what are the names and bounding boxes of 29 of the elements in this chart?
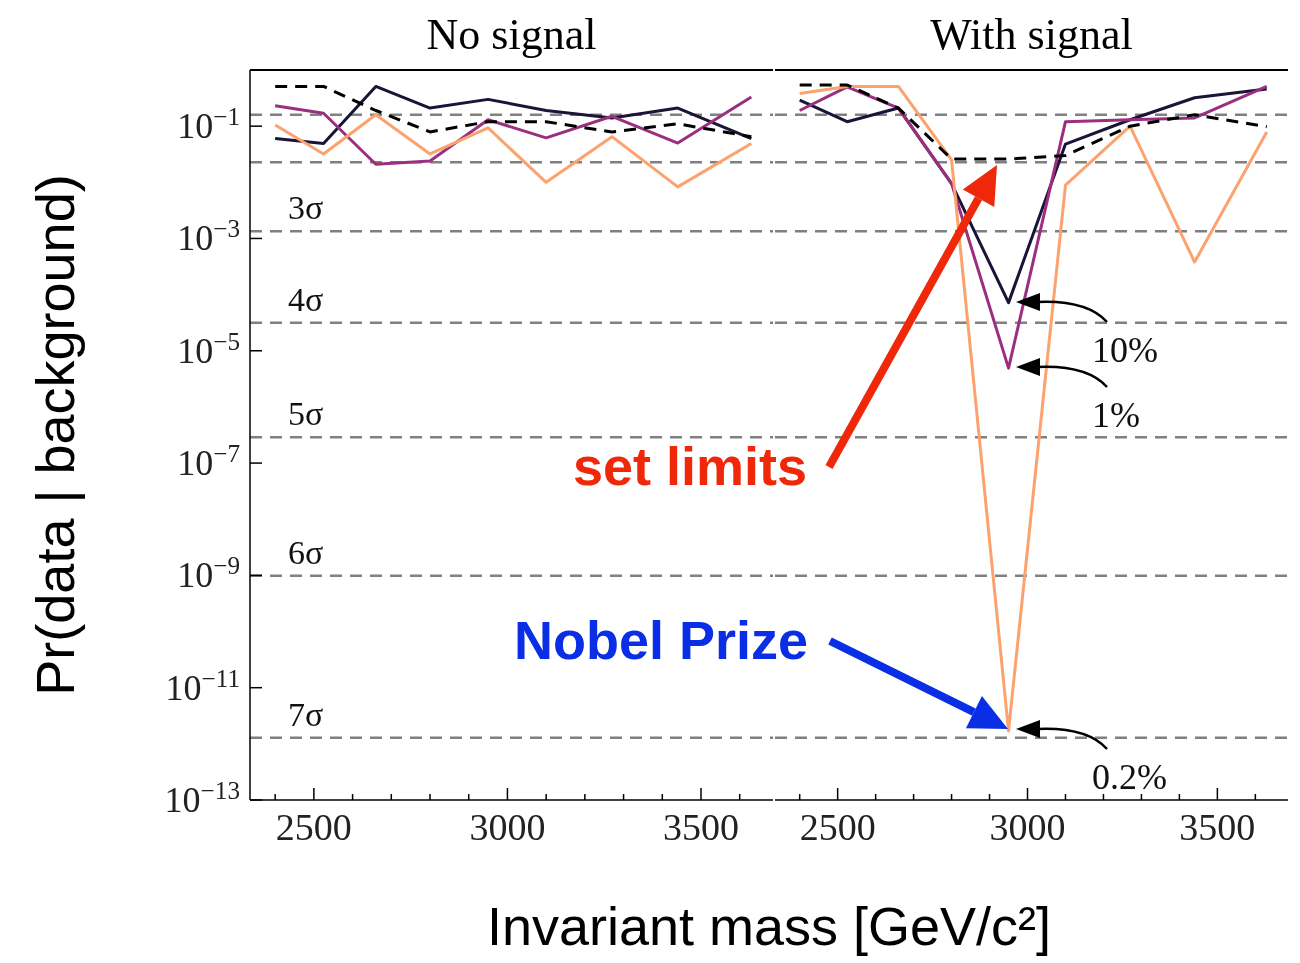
ref-line-label: 4σ	[288, 280, 324, 318]
x-tick-label: 2500	[799, 806, 876, 848]
annotation: Nobel Prize	[513, 610, 808, 670]
y-tick-label: 10$^{−13}$	[164, 776, 240, 820]
chart-title: No signal	[425, 10, 598, 60]
x-tick-label: 3500	[663, 806, 739, 848]
y-tick-label: 10$^{−11}$	[165, 664, 240, 708]
y-axis-title: Pr(data | background)	[24, 174, 86, 696]
chart-title: With signal	[929, 10, 1134, 60]
line-series	[273, 113, 753, 189]
y-tick-label: 10$^{−3}$	[177, 214, 240, 259]
ref-line-label: 3σ	[288, 189, 324, 227]
y-tick-label: 10$^{−7}$	[177, 439, 240, 484]
annotation: set limits	[572, 436, 807, 496]
x-tick-label: 3500	[1179, 806, 1256, 848]
ref-line-label: 7σ	[288, 695, 324, 733]
x-axis-title: Invariant mass [GeV/c²]	[485, 895, 1053, 957]
ref-line-label: 5σ	[288, 395, 324, 433]
annotation: 1%	[1092, 395, 1140, 435]
ref-line-label: 6σ	[288, 533, 324, 571]
annotation: 0.2%	[1092, 757, 1167, 797]
annotation: 10%	[1092, 330, 1158, 370]
x-tick-label: 2500	[275, 806, 352, 848]
y-tick-label: 10$^{−9}$	[177, 551, 240, 596]
y-tick-label: 10$^{−1}$	[177, 102, 240, 147]
y-tick-label: 10$^{−5}$	[177, 327, 240, 371]
line-series	[273, 95, 753, 166]
x-tick-label: 3000	[469, 806, 546, 848]
x-tick-label: 3000	[989, 806, 1066, 848]
